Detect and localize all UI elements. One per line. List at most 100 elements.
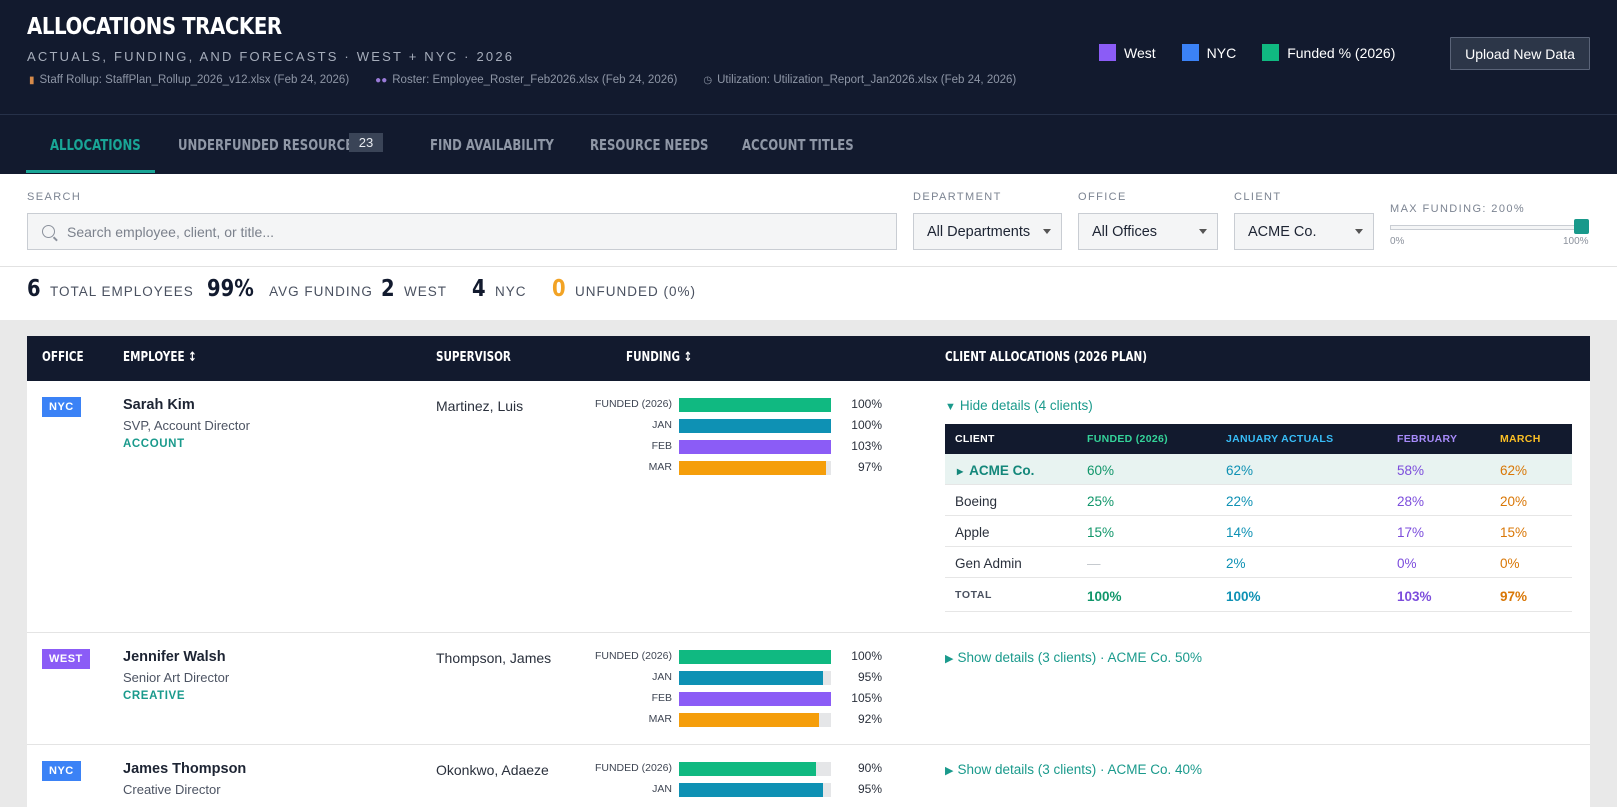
office-select[interactable]: All Offices [1078, 213, 1218, 250]
search-input[interactable] [67, 223, 867, 240]
search-field[interactable] [27, 213, 897, 250]
client-table-header: CLIENT FUNDED (2026) JANUARY ACTUALS FEB… [945, 424, 1572, 454]
employee-department: ACCOUNT [123, 438, 185, 450]
client-mar: 15% [1500, 525, 1528, 540]
tab-label: FIND AVAILABILITY [430, 135, 554, 154]
data-sources: ▮ Staff Rollup: StaffPlan_Rollup_2026_v1… [29, 74, 1016, 86]
stat-value: 6 [27, 276, 41, 302]
total-funded: 100% [1087, 589, 1122, 604]
chevron-down-icon [1199, 229, 1207, 234]
march-col-header: MARCH [1500, 433, 1541, 445]
client-row-acme[interactable]: ▶ ACME Co. 60% 62% 58% 62% [945, 454, 1572, 485]
hide-details-toggle[interactable]: ▼ Hide details (4 clients) [945, 398, 1093, 413]
table-row: NYC Sarah Kim SVP, Account Director ACCO… [27, 381, 1590, 633]
employee-name[interactable]: Jennifer Walsh [123, 649, 226, 665]
tab-resource-needs[interactable]: RESOURCE NEEDS [590, 115, 742, 174]
max-funding-slider-track[interactable] [1390, 225, 1580, 230]
funding-bar-value: 100% [851, 649, 882, 663]
client-funded: 15% [1087, 525, 1115, 540]
funding-bar-fill [679, 650, 831, 664]
client-mar: 20% [1500, 494, 1528, 509]
funding-bar-label: MAR [648, 713, 672, 725]
column-header-employee[interactable]: EMPLOYEE ↕ [123, 350, 197, 365]
client-row-boeing: Boeing 25% 22% 28% 20% [945, 485, 1572, 516]
max-funding-slider-handle[interactable] [1574, 219, 1589, 234]
stat-value: 2 [381, 276, 395, 302]
department-select[interactable]: All Departments [913, 213, 1062, 250]
employee-name[interactable]: James Thompson [123, 761, 247, 777]
funding-bar-track [679, 461, 831, 475]
client-allocations-table: CLIENT FUNDED (2026) JANUARY ACTUALS FEB… [945, 424, 1572, 612]
search-icon [42, 225, 55, 238]
triangle-down-icon: ▼ [945, 401, 956, 413]
funding-bar-feb: FEB 103% [580, 437, 920, 457]
funding-bar-track [679, 783, 831, 797]
stat-label: TOTAL EMPLOYEES [50, 284, 194, 299]
employee-name[interactable]: Sarah Kim [123, 397, 195, 413]
details-link-text: Hide details (4 clients) [959, 398, 1093, 413]
funding-bar-label: FUNDED (2026) [594, 650, 672, 662]
client-feb: 17% [1397, 525, 1425, 540]
funding-bar-funded: FUNDED (2026) 90% [580, 759, 920, 779]
funding-bar-jan: JAN 95% [580, 780, 920, 800]
client-row-apple: Apple 15% 14% 17% 15% [945, 516, 1572, 547]
active-tab-indicator [26, 170, 155, 173]
employee-title: Creative Director [123, 782, 221, 797]
legend-label: NYC [1206, 44, 1237, 61]
legend-swatch [1181, 44, 1199, 61]
table-header: OFFICE EMPLOYEE ↕ SUPERVISOR FUNDING ↕ C… [27, 336, 1590, 381]
client-name: ▶ ACME Co. [957, 463, 1035, 478]
triangle-right-icon: ▶ [945, 653, 954, 665]
client-funded: — [1087, 556, 1101, 571]
column-header-funding[interactable]: FUNDING ↕ [626, 350, 693, 365]
table-row: WEST Jennifer Walsh Senior Art Director … [27, 633, 1590, 745]
funding-bar-fill [679, 762, 816, 776]
show-details-toggle[interactable]: ▶ Show details (3 clients) · ACME Co. 50% [945, 650, 1202, 665]
client-feb: 0% [1397, 556, 1417, 571]
client-name: Gen Admin [955, 556, 1022, 571]
stat-west: 2 WEST [381, 276, 447, 302]
supervisor-name: Martinez, Luis [436, 398, 524, 414]
funding-bar-track [679, 440, 831, 454]
top-header: ALLOCATIONS TRACKER ACTUALS, FUNDING, AN… [0, 0, 1617, 115]
client-name: Apple [955, 525, 990, 540]
tab-allocations[interactable]: ALLOCATIONS [50, 115, 166, 174]
funding-bar-fill [679, 783, 824, 797]
tab-account-titles[interactable]: ACCOUNT TITLES [742, 115, 885, 174]
funding-bar-fill [679, 692, 831, 706]
funding-bar-label: JAN [652, 419, 672, 431]
source-utilization: ◷ Utilization: Utilization_Report_Jan202… [703, 74, 1016, 86]
source-roster: ●● Roster: Employee_Roster_Feb2026.xlsx … [375, 74, 677, 86]
client-jan: 14% [1226, 525, 1254, 540]
funding-bar-feb: FEB 105% [580, 689, 920, 709]
funding-bar-mar: MAR 97% [580, 458, 920, 478]
legend: West NYC Funded % (2026) [1099, 44, 1395, 61]
funding-bar-fill [679, 398, 831, 412]
stat-nyc: 4 NYC [472, 276, 527, 302]
funding-bar-jan: JAN 95% [580, 668, 920, 688]
client-feb: 28% [1397, 494, 1425, 509]
tab-underfunded-resources[interactable]: UNDERFUNDED RESOURCES [178, 115, 413, 174]
client-jan: 22% [1226, 494, 1254, 509]
show-details-toggle[interactable]: ▶ Show details (3 clients) · ACME Co. 40% [945, 762, 1202, 777]
stat-label: UNFUNDED (0%) [575, 284, 697, 299]
source-staff-rollup: ▮ Staff Rollup: StaffPlan_Rollup_2026_v1… [29, 74, 349, 86]
funding-bar-value: 90% [857, 761, 882, 775]
stat-value: 99% [207, 276, 254, 302]
funding-bar-value: 103% [851, 439, 882, 453]
client-select[interactable]: ACME Co. [1234, 213, 1374, 250]
client-label: CLIENT [1234, 191, 1282, 203]
details-link-text: Show details (3 clients) · ACME Co. 50% [957, 650, 1203, 665]
tab-find-availability[interactable]: FIND AVAILABILITY [430, 115, 589, 174]
source-text: Staff Rollup: StaffPlan_Rollup_2026_v12.… [39, 74, 350, 86]
underfunded-count-badge: 23 [349, 133, 383, 152]
employee-department: CREATIVE [123, 690, 186, 702]
funding-bar-value: 100% [851, 397, 882, 411]
funding-bar-label: JAN [652, 783, 672, 795]
summary-stats: 6 TOTAL EMPLOYEES 99% AVG FUNDING 2 WEST… [0, 267, 1617, 320]
column-header-supervisor: SUPERVISOR [436, 350, 511, 365]
upload-new-data-button[interactable]: Upload New Data [1450, 37, 1590, 70]
max-funding-label: MAX FUNDING: 200% [1390, 203, 1526, 215]
app-subtitle: ACTUALS, FUNDING, AND FORECASTS · WEST +… [27, 49, 515, 64]
client-jan: 2% [1226, 556, 1246, 571]
